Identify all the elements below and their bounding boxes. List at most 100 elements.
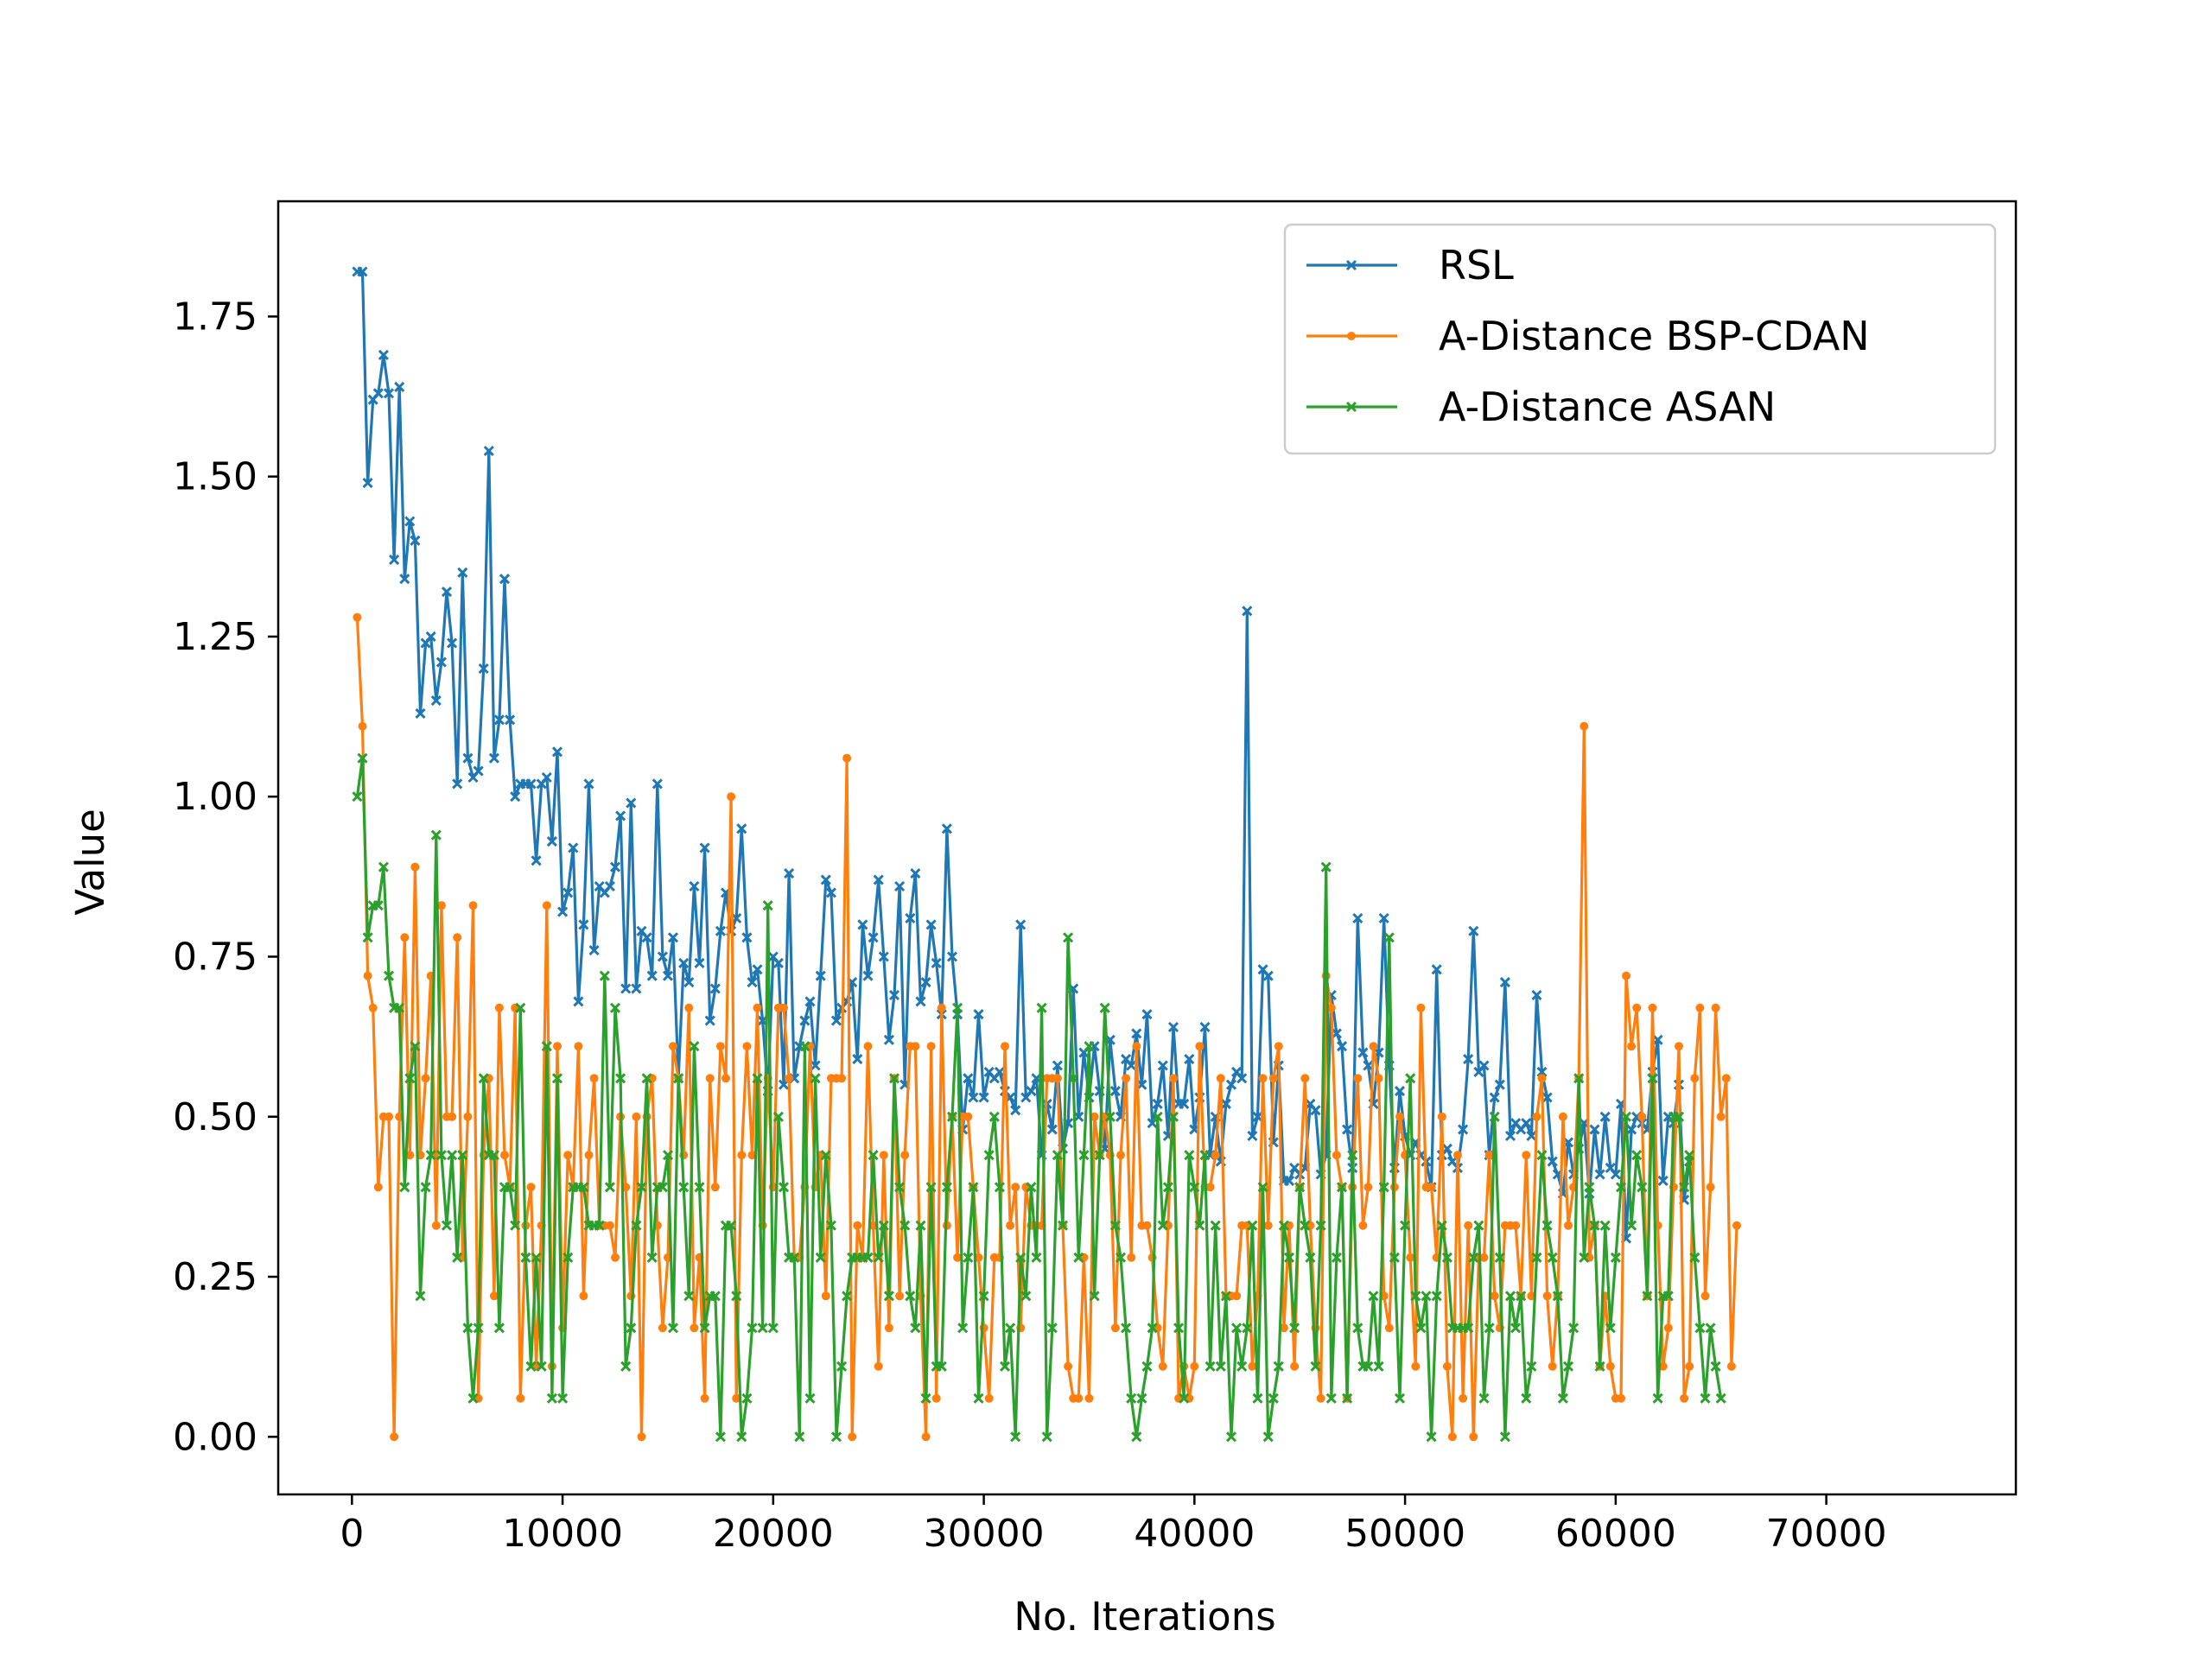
data-point bbox=[605, 1221, 614, 1230]
data-point bbox=[541, 1041, 552, 1052]
data-point bbox=[353, 612, 362, 622]
data-point bbox=[1536, 1066, 1548, 1077]
data-point bbox=[441, 1220, 453, 1231]
data-point bbox=[1195, 1042, 1205, 1051]
data-point bbox=[1084, 1393, 1094, 1403]
data-point bbox=[1675, 1042, 1683, 1051]
data-point bbox=[1662, 1291, 1674, 1302]
y-tick-label: 0.75 bbox=[173, 935, 257, 979]
data-point bbox=[1484, 1323, 1495, 1334]
data-point bbox=[473, 765, 484, 777]
data-point bbox=[810, 1060, 821, 1071]
data-point bbox=[1268, 1074, 1278, 1083]
data-point bbox=[1211, 1151, 1220, 1160]
data-point bbox=[1594, 1361, 1605, 1372]
data-point bbox=[390, 1432, 399, 1442]
data-point bbox=[1215, 1361, 1226, 1372]
data-point bbox=[1325, 1392, 1337, 1404]
x-axis-label: No. Iterations bbox=[1014, 1594, 1275, 1640]
data-point bbox=[553, 1042, 562, 1051]
data-point bbox=[1363, 1060, 1374, 1071]
data-point bbox=[683, 1291, 695, 1302]
data-point bbox=[1468, 925, 1479, 936]
data-point bbox=[1315, 1220, 1326, 1231]
data-point bbox=[611, 1253, 620, 1262]
data-point bbox=[1689, 1252, 1700, 1263]
data-point bbox=[731, 1291, 742, 1302]
data-point bbox=[931, 1393, 941, 1403]
data-point bbox=[1290, 1361, 1300, 1371]
data-point bbox=[1216, 1074, 1225, 1083]
data-point bbox=[1441, 1143, 1452, 1154]
legend-marker bbox=[1345, 401, 1357, 413]
data-point bbox=[1236, 1073, 1248, 1084]
data-point bbox=[830, 1015, 842, 1026]
data-point bbox=[1700, 1291, 1710, 1301]
data-point bbox=[362, 478, 373, 489]
data-point bbox=[1132, 1042, 1141, 1051]
data-point bbox=[727, 792, 736, 802]
data-point bbox=[1580, 721, 1589, 731]
data-point bbox=[1046, 1323, 1058, 1334]
data-point bbox=[372, 388, 384, 399]
data-point bbox=[1494, 1252, 1505, 1263]
data-point bbox=[499, 574, 511, 585]
data-point bbox=[1263, 1221, 1273, 1230]
data-point bbox=[421, 1074, 430, 1083]
data-point bbox=[1131, 1028, 1142, 1039]
data-point bbox=[1562, 1361, 1574, 1372]
data-point bbox=[415, 1291, 426, 1302]
data-point bbox=[1694, 1323, 1706, 1334]
y-tick-label: 0.25 bbox=[173, 1255, 257, 1299]
data-point bbox=[1410, 1291, 1421, 1302]
data-point bbox=[910, 868, 921, 879]
data-point bbox=[888, 989, 900, 1001]
data-point bbox=[1020, 1291, 1032, 1302]
data-point bbox=[973, 1009, 984, 1020]
data-point bbox=[383, 970, 395, 981]
data-point bbox=[1441, 1252, 1452, 1263]
data-point bbox=[1478, 1060, 1490, 1071]
data-point bbox=[352, 791, 363, 802]
data-point bbox=[1427, 1183, 1436, 1192]
data-point bbox=[1225, 1431, 1237, 1443]
data-point bbox=[1089, 1291, 1100, 1302]
data-point bbox=[988, 1111, 1000, 1122]
data-point bbox=[462, 1323, 474, 1334]
data-point bbox=[883, 1034, 894, 1045]
data-point bbox=[1342, 1392, 1353, 1404]
data-point bbox=[825, 887, 836, 898]
data-point bbox=[563, 1252, 574, 1263]
data-point bbox=[373, 1183, 383, 1192]
data-point bbox=[420, 1182, 431, 1193]
data-point bbox=[1084, 1041, 1095, 1052]
data-point bbox=[531, 855, 542, 866]
data-point bbox=[1394, 1392, 1406, 1404]
data-point bbox=[626, 1323, 637, 1334]
data-point bbox=[494, 1003, 504, 1012]
data-point bbox=[462, 752, 474, 764]
data-point bbox=[1594, 1169, 1605, 1180]
data-point bbox=[1026, 1086, 1037, 1097]
data-point bbox=[789, 1252, 800, 1263]
data-point bbox=[546, 1392, 557, 1404]
data-point bbox=[873, 874, 884, 885]
data-point bbox=[705, 1074, 715, 1083]
data-point bbox=[699, 1323, 710, 1334]
data-point bbox=[1685, 1361, 1694, 1371]
series-layer bbox=[352, 266, 1741, 1443]
data-point bbox=[1437, 1112, 1446, 1121]
data-point bbox=[1289, 1323, 1300, 1334]
data-point bbox=[1705, 1323, 1716, 1334]
data-point bbox=[1205, 1361, 1216, 1372]
data-point bbox=[1231, 1323, 1243, 1334]
data-point bbox=[736, 823, 747, 834]
x-tick-label: 60000 bbox=[1555, 1512, 1676, 1556]
data-point bbox=[1157, 1060, 1168, 1071]
data-point bbox=[1537, 1074, 1547, 1083]
data-point bbox=[1615, 1182, 1627, 1193]
data-point bbox=[1248, 1361, 1257, 1371]
data-point bbox=[368, 1003, 378, 1012]
data-point bbox=[573, 996, 584, 1007]
